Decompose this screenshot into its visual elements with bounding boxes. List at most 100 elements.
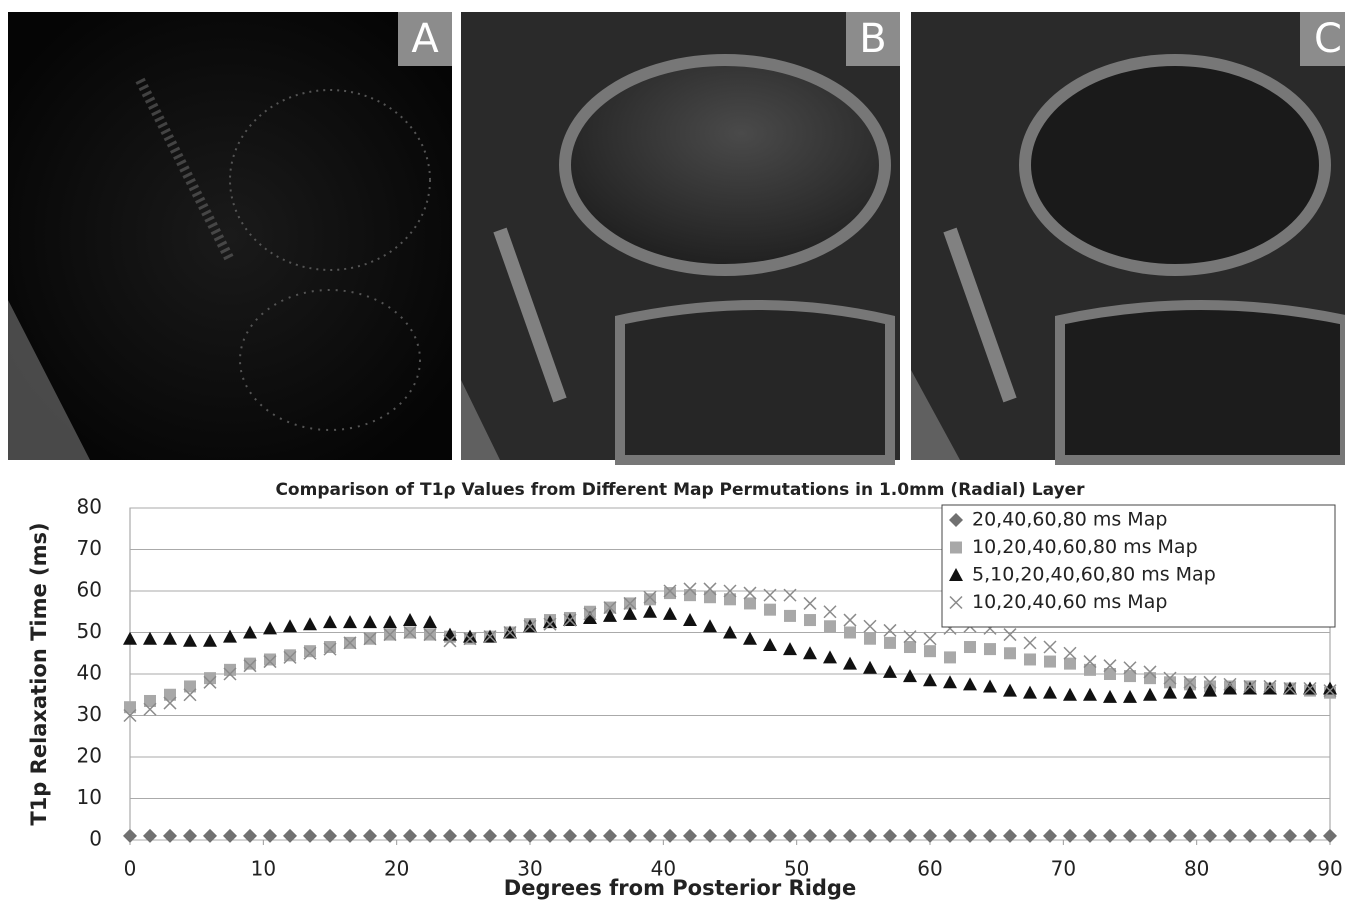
data-point (283, 619, 297, 632)
data-point (363, 829, 377, 843)
data-point (884, 637, 896, 649)
data-point (924, 645, 936, 657)
data-point (843, 829, 857, 843)
data-point (683, 829, 697, 843)
data-point (844, 627, 856, 639)
data-point (963, 677, 977, 690)
data-point (1003, 684, 1017, 697)
data-point (123, 632, 137, 645)
y-tick-label: 0 (89, 827, 102, 851)
data-point (543, 829, 557, 843)
data-point (443, 829, 457, 843)
data-point (1163, 829, 1177, 843)
data-point (663, 829, 677, 843)
data-point (1123, 829, 1137, 843)
data-point (203, 829, 217, 843)
x-tick-label: 40 (651, 857, 676, 881)
panel-label: B (859, 16, 886, 62)
data-point (744, 597, 756, 609)
data-point (864, 620, 876, 632)
data-point (883, 665, 897, 678)
data-point (743, 632, 757, 645)
data-point (183, 634, 197, 647)
panel-b-image (461, 12, 900, 460)
data-point (744, 587, 756, 599)
legend-label: 5,10,20,40,60,80 ms Map (972, 564, 1216, 586)
data-point (343, 615, 357, 628)
data-point (844, 614, 856, 626)
data-point (1143, 688, 1157, 701)
data-point (1063, 688, 1077, 701)
panel-c-image (911, 12, 1345, 460)
data-point (423, 615, 437, 628)
data-point (1003, 829, 1017, 843)
data-point (784, 610, 796, 622)
data-point (503, 829, 517, 843)
data-point (824, 606, 836, 618)
data-point (343, 829, 357, 843)
data-point (703, 829, 717, 843)
data-point (764, 604, 776, 616)
legend-label: 10,20,40,60,80 ms Map (972, 536, 1198, 558)
data-point (203, 634, 217, 647)
x-tick-label: 30 (517, 857, 542, 881)
data-point (583, 829, 597, 843)
y-tick-label: 80 (77, 495, 102, 519)
data-point (163, 829, 177, 843)
data-point (1103, 829, 1117, 843)
x-tick-label: 0 (124, 857, 137, 881)
data-point (1323, 829, 1337, 843)
data-point (763, 638, 777, 651)
data-point (383, 615, 397, 628)
data-point (1024, 653, 1036, 665)
data-point (683, 613, 697, 626)
legend-label: 20,40,60,80 ms Map (972, 509, 1167, 531)
data-point (1064, 647, 1076, 659)
y-tick-label: 40 (77, 661, 102, 685)
data-point (883, 829, 897, 843)
data-point (1283, 829, 1297, 843)
data-point (1043, 829, 1057, 843)
data-point (803, 829, 817, 843)
data-point (563, 829, 577, 843)
data-point (483, 829, 497, 843)
data-point (1144, 672, 1156, 684)
data-point (1024, 637, 1036, 649)
data-point (263, 621, 277, 634)
data-point (283, 829, 297, 843)
data-point (383, 829, 397, 843)
y-tick-label: 70 (77, 536, 102, 560)
data-point (403, 829, 417, 843)
data-point (1044, 656, 1056, 668)
data-point (163, 632, 177, 645)
data-point (1023, 686, 1037, 699)
data-point (263, 829, 277, 843)
data-point (423, 829, 437, 843)
data-point (803, 646, 817, 659)
panel-a-image (8, 12, 452, 460)
data-point (363, 615, 377, 628)
data-point (964, 641, 976, 653)
panel-label: C (1314, 16, 1342, 62)
data-point (1004, 629, 1016, 641)
data-point (1004, 647, 1016, 659)
data-point (1064, 658, 1076, 670)
data-point (904, 641, 916, 653)
data-point (984, 643, 996, 655)
data-point (143, 829, 157, 843)
legend-label: 10,20,40,60 ms Map (972, 591, 1167, 613)
data-point (943, 675, 957, 688)
figure: A B C Comparison of T1ρ Values from Diff… (0, 0, 1345, 903)
data-point (523, 829, 537, 843)
data-point (783, 642, 797, 655)
data-point (943, 829, 957, 843)
data-point (1123, 690, 1137, 703)
data-point (684, 589, 696, 601)
data-point (143, 632, 157, 645)
data-point (804, 597, 816, 609)
x-tick-label: 90 (1317, 857, 1342, 881)
y-tick-label: 50 (77, 619, 102, 643)
data-point (924, 633, 936, 645)
data-point (244, 658, 256, 670)
data-point (643, 605, 657, 618)
